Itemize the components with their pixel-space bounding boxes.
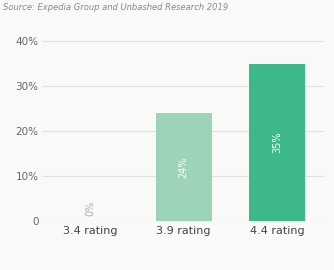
Bar bbox=[156, 113, 212, 221]
Text: Source: Expedia Group and Unbashed Research 2019: Source: Expedia Group and Unbashed Resea… bbox=[3, 3, 228, 12]
Text: 35%: 35% bbox=[272, 132, 282, 153]
Text: 24%: 24% bbox=[179, 157, 189, 178]
Bar bbox=[249, 64, 305, 221]
Text: 0%: 0% bbox=[85, 201, 95, 216]
